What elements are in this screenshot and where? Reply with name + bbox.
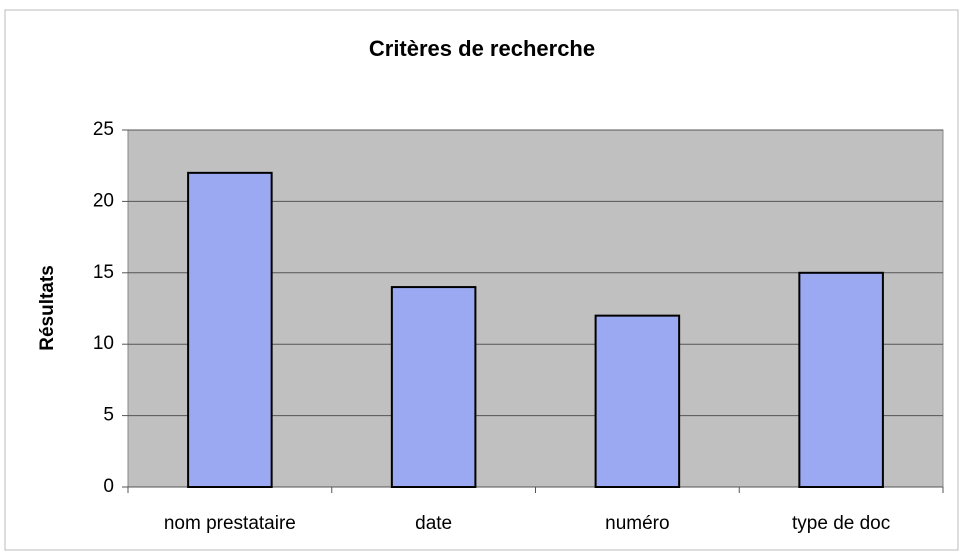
x-tick-label: numéro xyxy=(605,513,669,534)
y-axis-label: Résultats xyxy=(37,265,58,351)
y-tick-label: 25 xyxy=(93,119,114,140)
bar xyxy=(390,286,477,488)
y-tick-label: 15 xyxy=(93,262,114,283)
y-tick-label: 0 xyxy=(103,476,114,497)
x-tick-label: type de doc xyxy=(792,513,890,534)
x-tick-label: nom prestataire xyxy=(164,513,296,534)
bar xyxy=(798,271,884,488)
chart-title: Critères de recherche xyxy=(369,36,595,61)
x-tick-label: date xyxy=(415,513,452,534)
y-tick-label: 10 xyxy=(93,333,114,354)
y-tick-label: 5 xyxy=(103,405,114,426)
y-tick-label: 20 xyxy=(93,190,114,211)
bar xyxy=(594,314,681,489)
bar xyxy=(187,171,273,488)
